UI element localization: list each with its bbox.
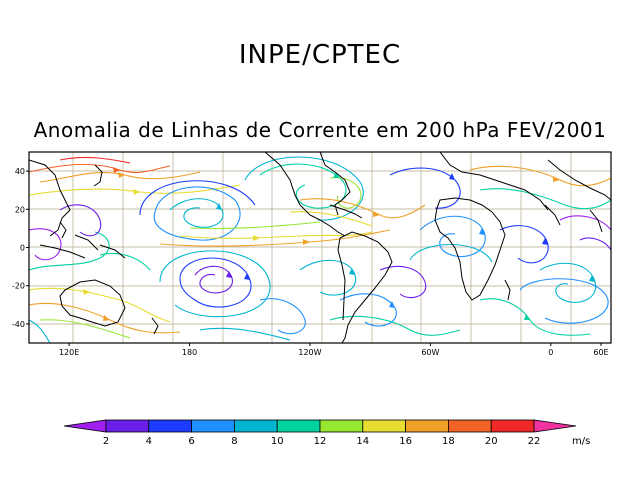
colorbar-label: 4 bbox=[146, 436, 152, 447]
arabia bbox=[544, 204, 561, 226]
page-title: INPE/CPTEC bbox=[238, 40, 402, 70]
colorbar-label: 2 bbox=[103, 436, 109, 447]
colorbar-swatch bbox=[148, 419, 193, 433]
colorbar-label: 20 bbox=[485, 436, 498, 447]
lon-tick-label: 60W bbox=[421, 348, 439, 357]
africa bbox=[434, 197, 506, 301]
lon-tick-label: 120E bbox=[59, 348, 79, 357]
colorbar-label: 22 bbox=[528, 436, 541, 447]
colorbar: 2 4 6 8 10 12 14 16 18 20 22 bbox=[63, 419, 577, 447]
colorbar-label: 6 bbox=[188, 436, 194, 447]
lon-tick-label: 120W bbox=[298, 348, 321, 357]
eurasia-south bbox=[439, 152, 611, 211]
new-zealand bbox=[151, 317, 159, 335]
latitude-axis: 40 20 0 -20 -40 bbox=[12, 167, 29, 329]
colorbar-max-arrow bbox=[533, 419, 577, 433]
colorbar-min-arrow bbox=[63, 419, 107, 433]
colorbar-swatch bbox=[405, 419, 449, 433]
south-america bbox=[337, 231, 393, 343]
colorbar-swatch bbox=[490, 419, 535, 433]
north-america-east bbox=[319, 152, 351, 216]
colorbar-label: 10 bbox=[271, 436, 284, 447]
australia bbox=[59, 279, 126, 327]
colorbar-swatch bbox=[276, 419, 321, 433]
longitude-axis: 120E 180 120W 60W 0 60E bbox=[59, 343, 609, 357]
north-america-west-coast bbox=[264, 152, 346, 237]
colorbar-label: 14 bbox=[356, 436, 369, 447]
colorbar-swatch bbox=[319, 419, 364, 433]
map-grid bbox=[29, 152, 611, 343]
coastlines bbox=[29, 152, 611, 343]
colorbar-swatch bbox=[362, 419, 406, 433]
colorbar-unit: m/s bbox=[572, 436, 590, 447]
lat-tick-label: 40 bbox=[15, 167, 25, 176]
colorbar-label: 18 bbox=[442, 436, 455, 447]
streamline-arrows bbox=[83, 167, 595, 321]
japan bbox=[93, 164, 103, 187]
lat-tick-label: -40 bbox=[12, 320, 25, 329]
colorbar-label: 16 bbox=[399, 436, 412, 447]
india bbox=[589, 209, 603, 233]
colorbar-swatch bbox=[447, 419, 492, 433]
colorbar-swatch bbox=[233, 419, 278, 433]
lon-tick-label: 180 bbox=[182, 348, 197, 357]
caribbean bbox=[329, 204, 363, 219]
colorbar-swatch bbox=[105, 419, 150, 433]
lon-tick-label: 60E bbox=[593, 348, 608, 357]
colorbar-label: 8 bbox=[231, 436, 237, 447]
lon-tick-label: 0 bbox=[548, 348, 553, 357]
lat-tick-label: 20 bbox=[15, 205, 25, 214]
asia-coast bbox=[29, 159, 71, 237]
map-area bbox=[29, 152, 611, 343]
colorbar-swatch bbox=[191, 419, 235, 433]
lat-tick-label: 0 bbox=[20, 244, 25, 253]
maritime-continent bbox=[39, 221, 126, 259]
madagascar bbox=[504, 279, 511, 301]
colorbar-label: 12 bbox=[314, 436, 327, 447]
lat-tick-label: -20 bbox=[12, 282, 25, 291]
map-subtitle: Anomalia de Linhas de Corrente em 200 hP… bbox=[33, 118, 607, 142]
